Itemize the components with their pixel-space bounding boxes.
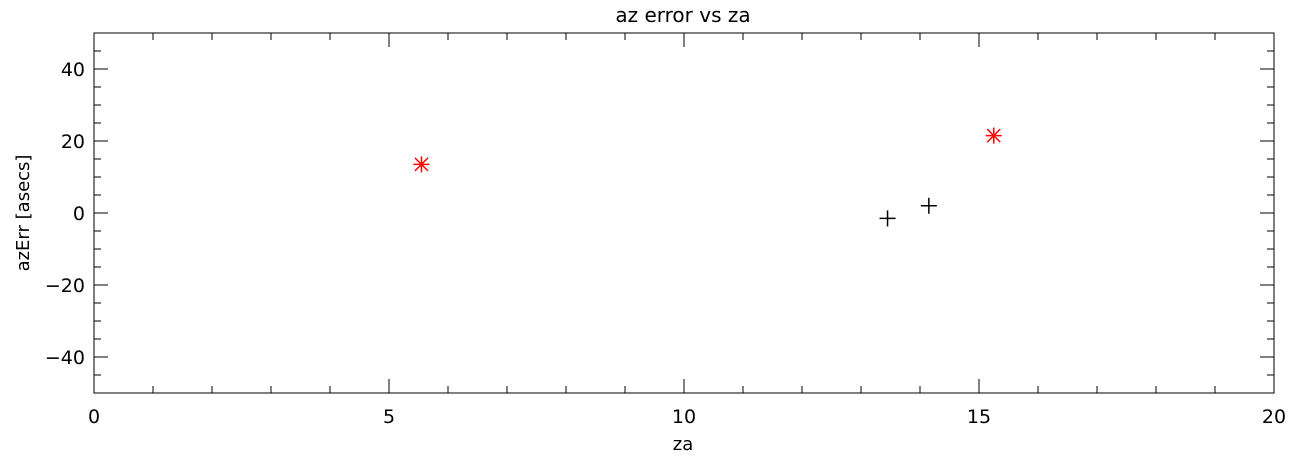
plus-marker-point [920,197,937,214]
chart-title: az error vs za [615,3,750,27]
y-tick-label: 0 [73,203,85,225]
axis-ticks [93,32,1275,394]
y-tick-label: 20 [61,131,85,153]
plot-border [93,32,1275,394]
asterisk-marker-point [985,127,1002,144]
x-tick-label: 20 [1262,406,1286,428]
plus-marker-point [879,210,896,227]
plot-frame [93,32,1275,394]
y-axis-title: azErr [asecs] [13,155,34,272]
data-points [413,127,1002,227]
y-tick-label: −20 [45,275,85,297]
asterisk-marker-point [413,156,430,173]
x-tick-label: 10 [672,406,696,428]
x-axis-title: za [673,434,693,455]
x-tick-label: 15 [967,406,991,428]
y-tick-label: 40 [61,59,85,81]
x-tick-label: 5 [383,406,395,428]
y-tick-label: −40 [45,347,85,369]
x-tick-label: 0 [88,406,100,428]
tick-labels: 0 5 10 15 20 −40 −20 0 20 40 [45,59,1286,428]
